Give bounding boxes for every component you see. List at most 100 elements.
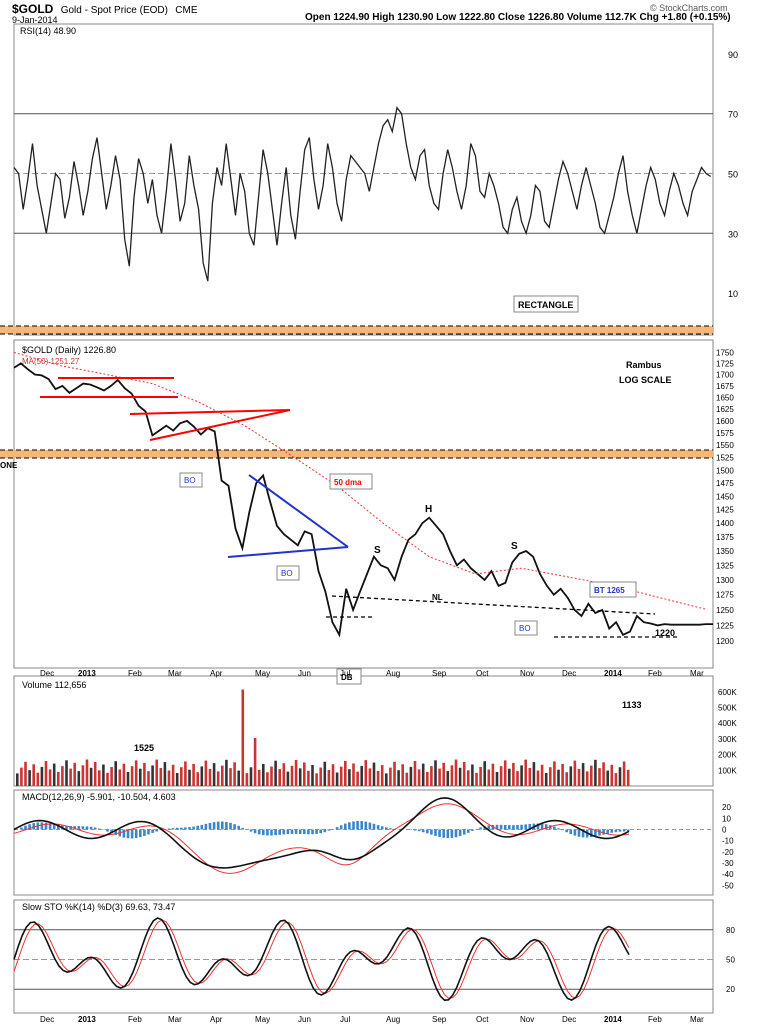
macd-hist-bar — [389, 828, 392, 830]
macd-hist-bar — [298, 829, 302, 834]
macd-hist-bar — [151, 829, 154, 833]
volume-bar — [274, 760, 277, 786]
sto-k-line — [13, 917, 630, 1002]
macd-hist-bar — [450, 829, 454, 838]
macd-hist-bar — [561, 829, 564, 831]
macd-tick--10: -10 — [722, 837, 734, 846]
x-tick-bottom-14: Feb — [648, 1015, 662, 1024]
macd-hist-bar — [106, 829, 109, 832]
rectangle-band-lower — [0, 450, 713, 458]
volume-bar — [257, 769, 261, 786]
macd-hist-bar — [356, 820, 359, 830]
volume-bar — [503, 760, 507, 786]
macd-hist-bar — [339, 825, 343, 830]
price-tick-1275: 1275 — [716, 591, 734, 600]
macd-hist-bar — [253, 829, 257, 834]
vol-title: Volume 112,656 — [22, 680, 86, 690]
vol-tick-1: 200K — [718, 751, 737, 760]
volume-bar — [122, 763, 126, 786]
macd-hist-bar — [495, 824, 499, 830]
volume-bar — [434, 760, 437, 786]
price-tick-1325: 1325 — [716, 561, 734, 570]
macd-hist-bar — [516, 825, 519, 830]
volume-bar — [61, 766, 64, 786]
volume-bar — [323, 761, 327, 786]
macd-hist-bar — [606, 829, 609, 834]
x-tick-14: Feb — [648, 669, 662, 678]
rectangle-label-box — [513, 295, 579, 313]
volume-bar — [294, 760, 298, 786]
volume-bar — [134, 760, 138, 786]
blue-triangle-top — [248, 474, 349, 548]
macd-hist-bar — [221, 821, 224, 830]
volume-bar — [393, 761, 396, 786]
volume-bar — [446, 771, 450, 786]
macd-line — [13, 797, 630, 869]
macd-hist-bar — [208, 822, 212, 830]
price-tick-1350: 1350 — [716, 547, 734, 556]
macd-hist-bar — [204, 823, 208, 830]
macd-hist-bar — [24, 825, 27, 830]
dma-box — [329, 473, 373, 490]
macd-hist-bar — [225, 821, 228, 830]
macd-hist-bar — [372, 823, 376, 830]
volume-bar — [175, 773, 179, 786]
volume-bar — [311, 765, 314, 786]
macd-hist-bar — [274, 829, 277, 836]
macd-hist-bar — [520, 824, 523, 830]
x-tick-5: May — [255, 669, 270, 678]
ma50-line — [13, 351, 707, 610]
volume-bar — [553, 761, 556, 786]
volume-bar — [376, 770, 380, 786]
macd-hist-bar — [32, 823, 35, 830]
volume-bar — [413, 761, 417, 786]
x-tick-9: Sep — [432, 669, 447, 678]
bt-box — [589, 581, 637, 598]
x-tick-2: Feb — [128, 669, 142, 678]
macd-hist-bar — [257, 829, 261, 835]
volume-bar — [618, 767, 622, 786]
volume-bar — [614, 773, 618, 786]
macd-hist-bar — [278, 829, 281, 835]
macd-hist-bar — [553, 826, 556, 830]
macd-tick--50: -50 — [722, 881, 734, 890]
panel-frame-rsi — [13, 23, 714, 336]
volume-bar — [184, 761, 187, 786]
volume-bar — [610, 764, 614, 786]
macd-hist-bar — [499, 824, 503, 830]
volume-bar — [524, 759, 527, 786]
exchange: CME — [175, 5, 198, 16]
x-tick-bottom-6: Jun — [298, 1015, 311, 1024]
volume-bar — [368, 768, 372, 786]
volume-bar — [573, 760, 577, 786]
x-tick-11: Nov — [520, 669, 534, 678]
macd-hist-bar — [598, 829, 601, 836]
volume-bar — [565, 772, 568, 786]
volume-bar — [233, 762, 236, 786]
volume-bar — [143, 762, 146, 786]
macd-hist-bar — [98, 828, 101, 830]
sto-d-line — [13, 919, 630, 999]
x-tick-7: Jul — [340, 669, 350, 678]
volume-bar — [467, 770, 470, 786]
macd-hist-bar — [270, 829, 273, 836]
macd-hist-bar — [446, 829, 450, 839]
x-tick-13: 2014 — [604, 669, 622, 678]
x-tick-12: Dec — [562, 669, 576, 678]
panel-frame-macd — [13, 789, 714, 896]
volume-bar — [364, 760, 368, 786]
volume-bar — [262, 764, 265, 786]
volume-bar — [24, 761, 27, 786]
vol-ann-1525: 1525 — [134, 743, 154, 753]
vol-tick-0: 100K — [718, 766, 737, 775]
macd-hist-bar — [573, 829, 577, 836]
macd-hist-bar — [471, 829, 474, 831]
rsi-tick-50: 50 — [728, 170, 738, 180]
blue-triangle-bottom — [227, 546, 349, 558]
macd-hist-bar — [352, 821, 355, 830]
instrument-name: Gold - Spot Price (EOD) — [60, 5, 168, 16]
volume-bar — [380, 765, 384, 786]
bo-box-1 — [179, 472, 203, 488]
macd-hist-bar — [28, 824, 31, 830]
bt-label: BT 1265 — [594, 586, 625, 595]
